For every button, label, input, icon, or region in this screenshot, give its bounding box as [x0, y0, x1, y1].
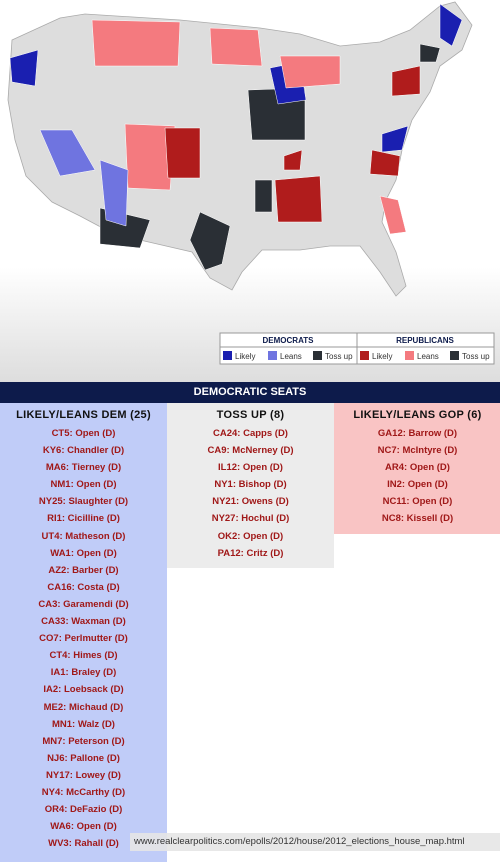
- legend-label: Toss up: [325, 352, 353, 361]
- map: DEMOCRATS Likely Leans Toss up REPUBLICANS Li…: [0, 0, 500, 382]
- seat-link[interactable]: IL12: Open (D): [218, 462, 283, 474]
- seat-link[interactable]: MA6: Tierney (D): [45, 462, 122, 474]
- seat-link[interactable]: OK2: Open (D): [217, 530, 284, 542]
- seat-link[interactable]: IA2: Loebsack (D): [43, 684, 124, 696]
- seat-link[interactable]: MN1: Walz (D): [52, 718, 115, 730]
- seat-link[interactable]: GA12: Barrow (D): [377, 428, 458, 439]
- seat-link[interactable]: OR4: DeFazio (D): [44, 804, 123, 816]
- legend-label: Leans: [417, 352, 439, 361]
- column-header: TOSS UP (8): [216, 409, 285, 421]
- seat-link[interactable]: CA3: Garamendi (D): [38, 598, 129, 610]
- seat-link[interactable]: IA1: Braley (D): [50, 667, 117, 679]
- district-shapes: [9, 3, 463, 271]
- table-title: DEMOCRATIC SEATS: [0, 382, 500, 403]
- seat-link[interactable]: WA1: Open (D): [50, 547, 117, 559]
- legend-label: Likely: [372, 352, 392, 361]
- seat-link[interactable]: IN2: Open (D): [387, 479, 448, 491]
- seat-link[interactable]: NY21: Owens (D): [212, 496, 289, 508]
- seat-link[interactable]: KY6: Chandler (D): [42, 445, 125, 457]
- seat-link[interactable]: CT4: Himes (D): [49, 650, 118, 662]
- seat-link[interactable]: NM1: Open (D): [50, 479, 117, 491]
- legend-label: Leans: [280, 352, 302, 361]
- seat-link[interactable]: AZ2: Barber (D): [48, 564, 119, 576]
- seat-link[interactable]: MN7: Peterson (D): [42, 735, 125, 747]
- seat-link[interactable]: NC11: Open (D): [382, 496, 453, 508]
- legend-swatch: [268, 351, 277, 360]
- column-header: LIKELY/LEANS GOP (6): [353, 409, 482, 421]
- seat-link[interactable]: CA24: Capps (D): [213, 428, 288, 439]
- seat-link[interactable]: NY4: McCarthy (D): [41, 786, 126, 798]
- legend-swatch: [405, 351, 414, 360]
- seat-link[interactable]: WA6: Open (D): [50, 821, 117, 833]
- seat-link[interactable]: NY17: Lowey (D): [46, 769, 121, 781]
- seat-link[interactable]: NJ6: Pallone (D): [47, 752, 120, 764]
- table-column: LIKELY/LEANS GOP (6) GA12: Barrow (D) NC7:…: [334, 403, 500, 534]
- seat-link[interactable]: WV3: Rahall (D): [48, 838, 119, 850]
- legend-label: Likely: [235, 352, 255, 361]
- table-column: TOSS UP (8) CA24: Capps (D) CA9: McNerney …: [167, 403, 334, 568]
- seat-link[interactable]: CO7: Perlmutter (D): [39, 633, 128, 645]
- legend-swatch: [450, 351, 459, 360]
- seat-link[interactable]: CA33: Waxman (D): [41, 616, 126, 628]
- legend-label: Toss up: [462, 352, 490, 361]
- legend-group-title: REPUBLICANS: [396, 336, 454, 345]
- table-column: LIKELY/LEANS DEM (25) CT5: Open (D) KY6: C…: [0, 403, 167, 862]
- column-header: LIKELY/LEANS DEM (25): [16, 409, 151, 421]
- footer-url: www.realclearpolitics.com/epolls/2012/ho…: [130, 833, 500, 851]
- seat-link[interactable]: NC7: McIntyre (D): [377, 445, 458, 457]
- seat-link[interactable]: CA9: McNerney (D): [207, 445, 294, 457]
- seat-link[interactable]: CT5: Open (D): [51, 428, 116, 439]
- legend-swatch: [360, 351, 369, 360]
- seat-link[interactable]: CA16: Costa (D): [47, 581, 120, 593]
- seat-link[interactable]: NY1: Bishop (D): [214, 479, 287, 491]
- legend-group-title: DEMOCRATS: [263, 336, 315, 345]
- seat-link[interactable]: NC8: Kissell (D): [381, 513, 454, 525]
- legend-swatch: [223, 351, 232, 360]
- seat-link[interactable]: ME2: Michaud (D): [43, 701, 124, 713]
- seat-link[interactable]: NY27: Hochul (D): [211, 513, 290, 525]
- legend: DEMOCRATS Likely Leans Toss up REPUBLICANS Li…: [223, 336, 490, 361]
- seat-link[interactable]: NY25: Slaughter (D): [38, 496, 129, 508]
- seat-link[interactable]: RI1: Cicilline (D): [47, 513, 120, 525]
- seat-link[interactable]: AR4: Open (D): [385, 462, 450, 474]
- seat-link[interactable]: PA12: Critz (D): [217, 547, 284, 559]
- seat-link[interactable]: UT4: Matheson (D): [41, 530, 126, 542]
- legend-swatch: [313, 351, 322, 360]
